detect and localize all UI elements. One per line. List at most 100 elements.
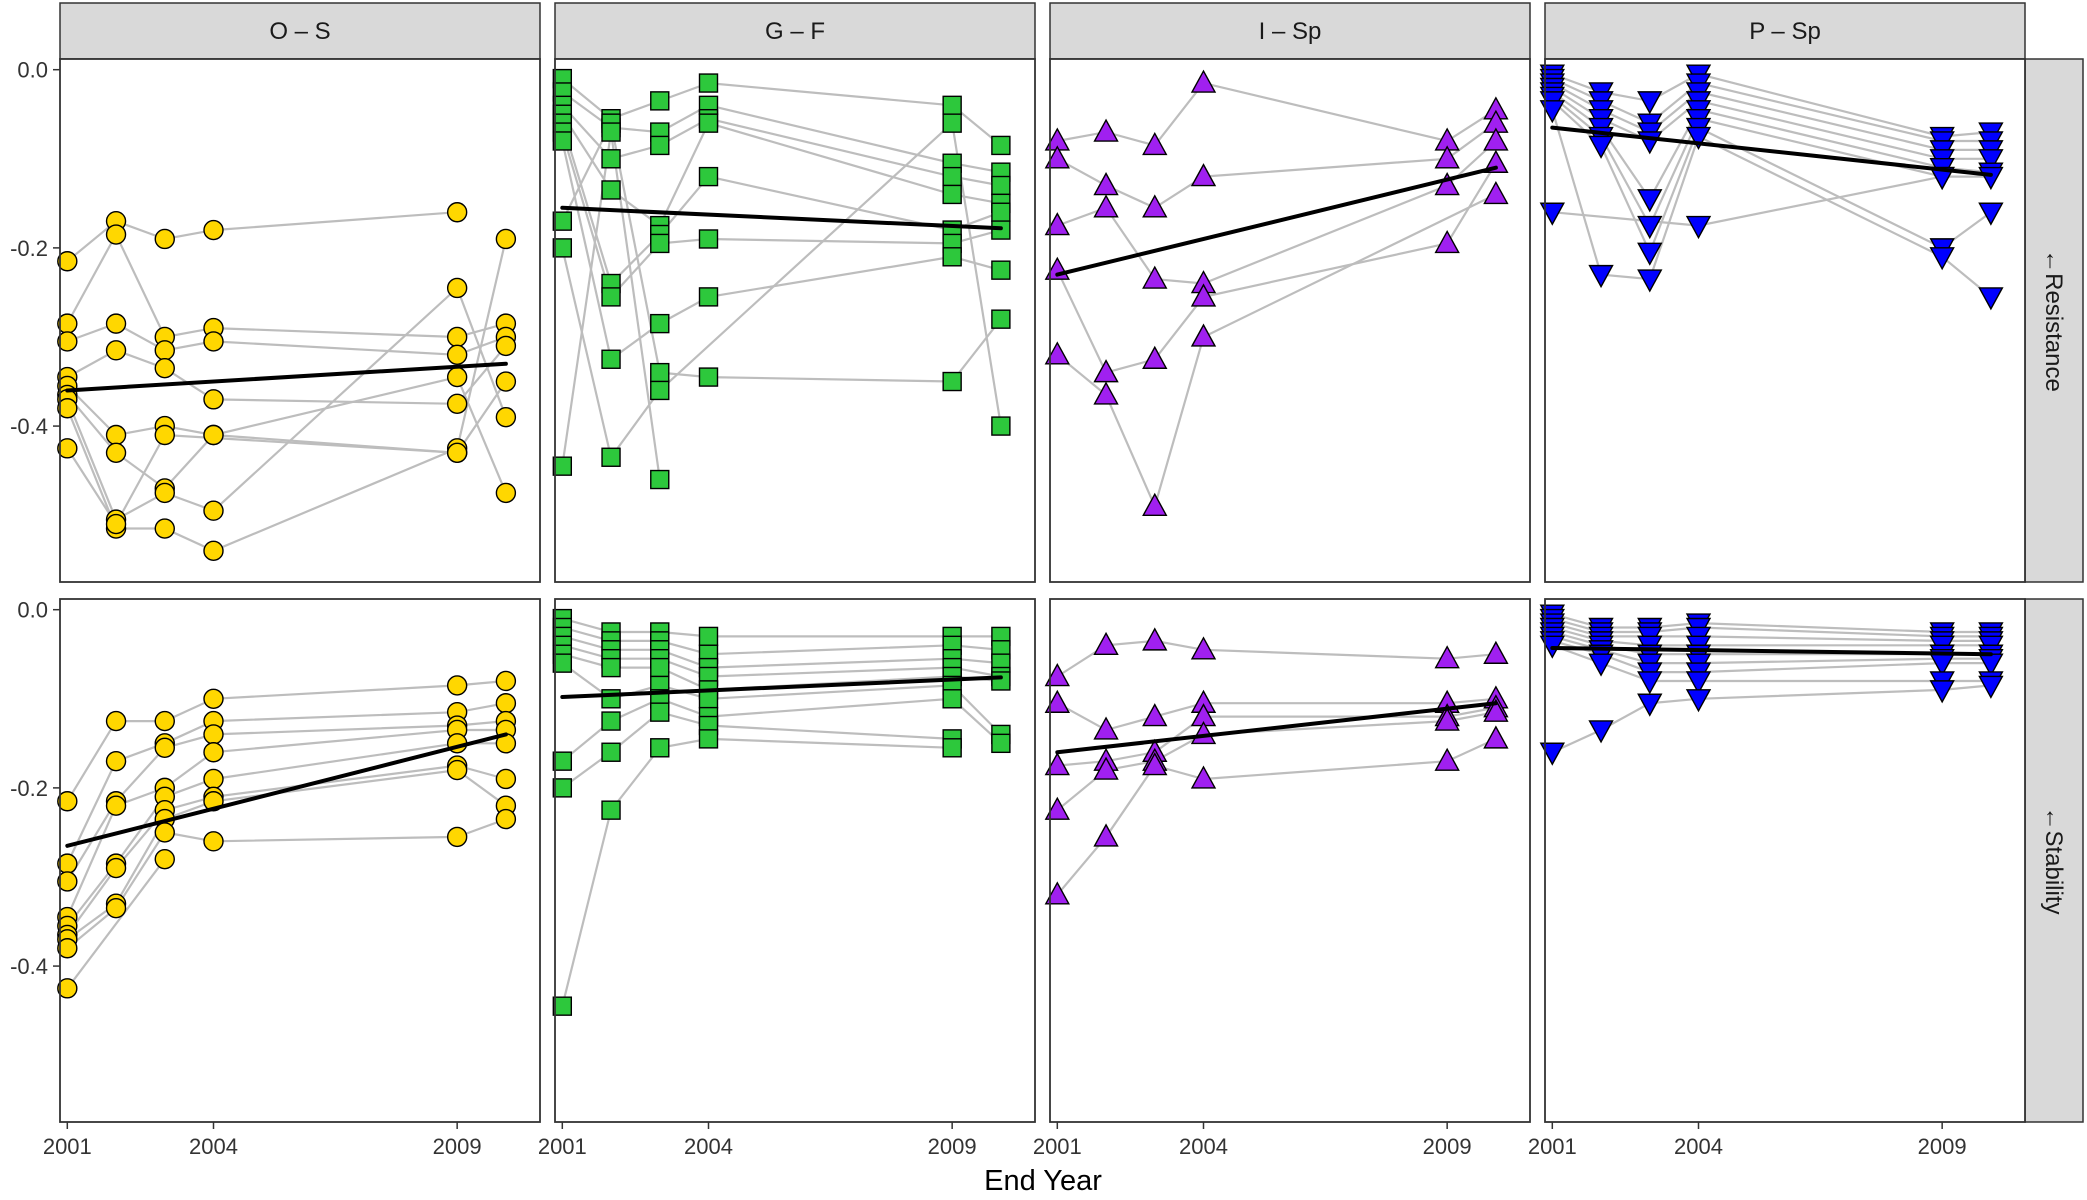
data-point [1142, 627, 1168, 651]
data-point [105, 897, 127, 919]
data-point [650, 313, 670, 334]
data-point [154, 518, 175, 539]
data-point [446, 393, 468, 415]
panel-background [1545, 599, 2025, 1122]
data-point [1093, 823, 1119, 847]
data-point [495, 768, 517, 790]
data-point [1588, 135, 1614, 159]
data-point [1190, 69, 1217, 93]
data-point [203, 389, 224, 410]
data-point [105, 442, 127, 464]
data-point [991, 135, 1011, 156]
data-point [203, 424, 224, 446]
data-point [552, 211, 573, 231]
data-points [552, 68, 1011, 490]
data-point [1093, 756, 1119, 780]
data-point [552, 751, 573, 771]
data-point [650, 702, 670, 722]
data-point [1142, 703, 1168, 727]
panel-background [60, 59, 540, 582]
data-point [601, 287, 621, 307]
data-point [154, 424, 175, 446]
x-tick-label: 2004 [684, 1134, 733, 1159]
data-point [1142, 265, 1168, 289]
row-strip [2024, 58, 2084, 583]
data-point [698, 113, 719, 133]
y-tick-label: -0.2 [10, 776, 48, 801]
panel-background [1545, 59, 2025, 582]
trend-line [560, 675, 1003, 700]
data-point [1142, 194, 1168, 218]
data-point [1929, 680, 1955, 704]
data-point [552, 456, 573, 476]
panel [1044, 58, 1531, 583]
series-line [1056, 697, 1496, 732]
data-point [942, 371, 962, 392]
row-strip [2024, 598, 2084, 1123]
data-point [1142, 492, 1168, 516]
data-point [1434, 229, 1460, 254]
data-point [1685, 215, 1712, 240]
series-line [66, 380, 507, 454]
data-point [1093, 631, 1119, 656]
data-point [991, 202, 1011, 222]
data-point [1978, 202, 2004, 226]
panel [1539, 598, 2026, 1123]
data-point [1190, 283, 1217, 307]
data-point [942, 247, 962, 267]
data-point [1190, 765, 1217, 789]
data-point [1483, 640, 1509, 664]
data-point [1483, 725, 1509, 749]
data-point [446, 277, 468, 299]
data-point [1044, 145, 1070, 169]
data-point [495, 406, 517, 428]
data-points [57, 202, 517, 562]
data-point [552, 653, 573, 673]
panel [552, 598, 1036, 1123]
panel-border [1544, 598, 2026, 1123]
data-point [1637, 242, 1663, 266]
data-point [446, 202, 468, 223]
trend-line [1055, 701, 1498, 755]
data-point [991, 416, 1011, 436]
data-point [991, 671, 1011, 691]
data-point [203, 219, 224, 241]
panel [1539, 58, 2026, 583]
data-point [1044, 663, 1070, 687]
axes-layer: 0.0 -0.2 -0.4 0.0 -0.2 -0.4 2001 2004 2009 2001 20… [10, 58, 1967, 1159]
data-point [1434, 645, 1460, 669]
data-point [942, 113, 962, 133]
series-line [66, 858, 166, 990]
data-point [991, 309, 1011, 329]
data-point [991, 175, 1011, 196]
data-point [203, 831, 224, 852]
data-point [446, 826, 468, 848]
data-point [1044, 689, 1070, 713]
data-point [495, 670, 517, 692]
data-point [942, 184, 962, 205]
x-tick-label: 2009 [1423, 1134, 1472, 1159]
data-point [1044, 752, 1070, 776]
data-point [1044, 881, 1070, 905]
data-point [1588, 653, 1614, 677]
data-point [57, 871, 78, 892]
data-point [57, 251, 78, 272]
y-tick-label: -0.2 [10, 236, 48, 261]
data-point [1637, 269, 1663, 293]
data-point [57, 978, 78, 999]
data-point [1434, 145, 1460, 169]
data-point [105, 313, 127, 334]
x-tick-label: 2004 [1674, 1134, 1723, 1159]
panel [552, 58, 1036, 583]
trend-line [65, 732, 508, 848]
data-point [1434, 747, 1460, 771]
panel-background [555, 59, 1035, 582]
data-point [446, 326, 468, 348]
data-point [1637, 671, 1663, 695]
data-point [991, 260, 1011, 280]
data-point [203, 331, 224, 352]
series-line [1551, 684, 1992, 754]
data-point [154, 710, 175, 732]
data-point [601, 447, 621, 467]
